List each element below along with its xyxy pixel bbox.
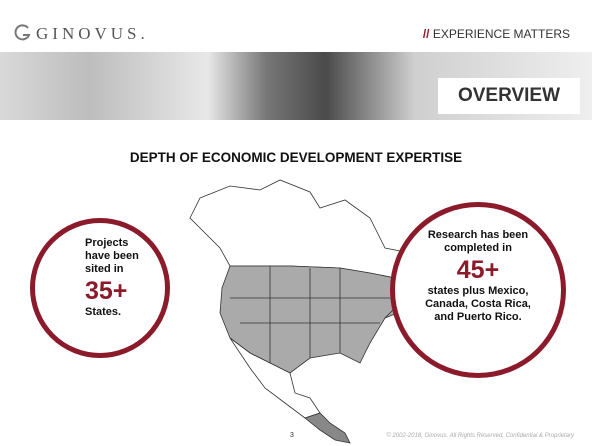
callout-lead: Research has been completed in	[423, 229, 533, 255]
callout-tail: states plus Mexico, Canada, Costa Rica, …	[418, 285, 538, 324]
map	[170, 178, 430, 446]
tagline-mark: //	[423, 27, 430, 41]
callout-number: 35+	[85, 276, 165, 306]
copyright: © 2002-2018, Ginovus, All Rights Reserve…	[386, 433, 574, 439]
logo-icon	[14, 24, 32, 42]
slide: GINOVUS. // EXPERIENCE MATTERS OVERVIEW …	[0, 0, 592, 446]
page-number: 3	[290, 432, 294, 439]
callout-left: Projects have been sited in 35+ States.	[30, 218, 170, 358]
callout-lead: Projects have been sited in	[85, 237, 155, 276]
tagline-text: EXPERIENCE MATTERS	[433, 27, 570, 41]
logo: GINOVUS.	[36, 24, 149, 44]
callout-tail: States.	[85, 306, 165, 319]
callout-right: Research has been completed in 45+ state…	[390, 202, 566, 378]
section-label: OVERVIEW	[438, 78, 580, 114]
tagline: // EXPERIENCE MATTERS	[423, 27, 570, 41]
slide-title: DEPTH OF ECONOMIC DEVELOPMENT EXPERTISE	[0, 150, 592, 165]
callout-number: 45+	[395, 255, 561, 285]
